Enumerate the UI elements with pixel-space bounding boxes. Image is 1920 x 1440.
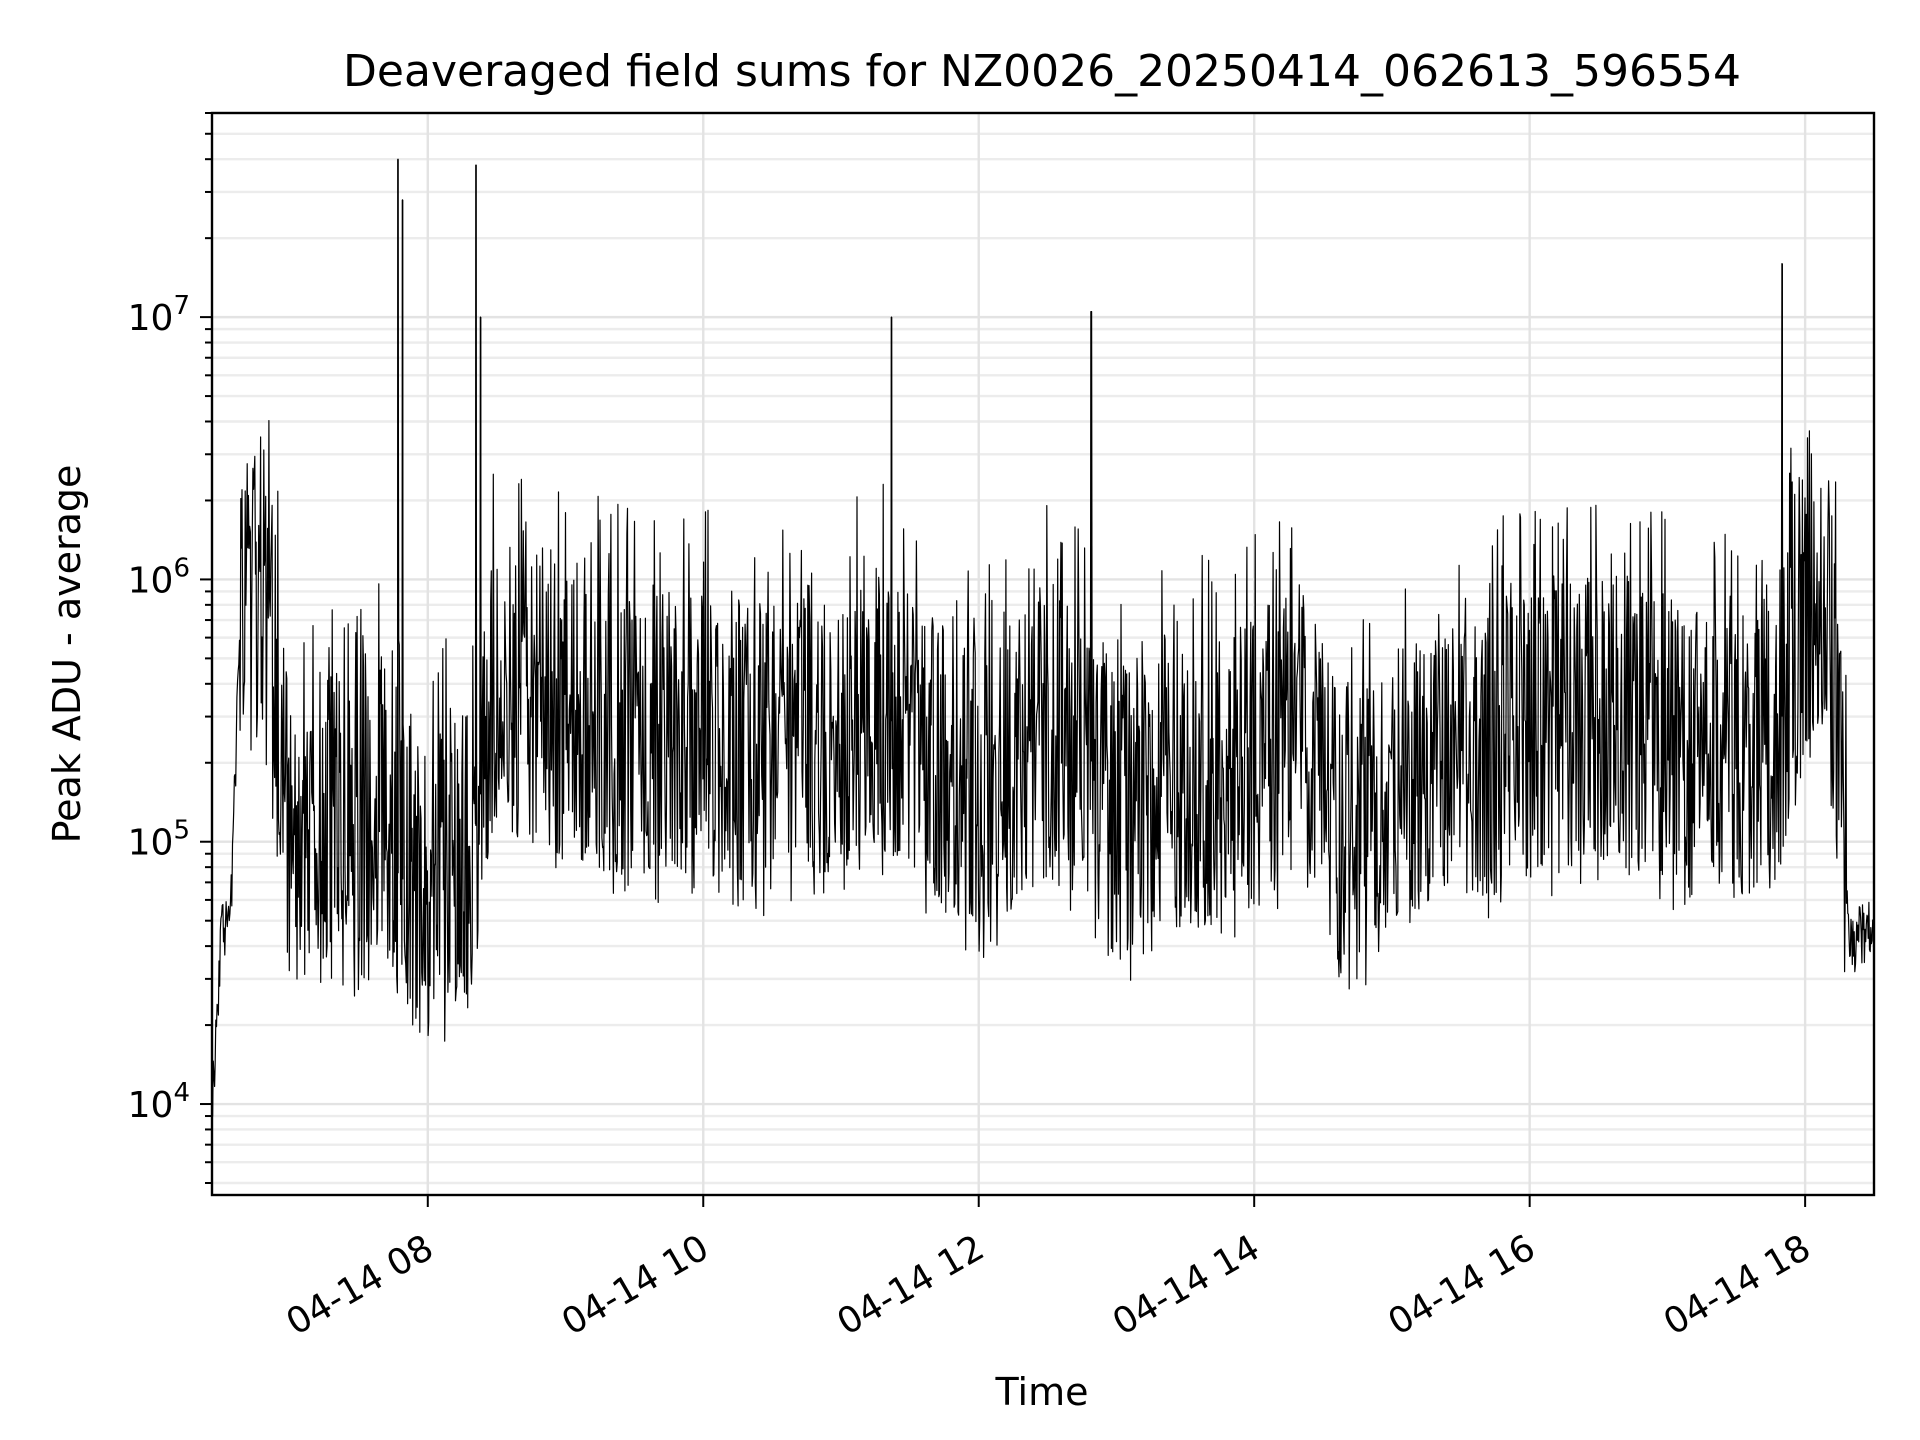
plot-area-frame xyxy=(210,111,1876,1197)
y-tick-label: 104 xyxy=(128,1078,190,1126)
series-layer xyxy=(211,158,1875,1117)
y-axis-label: Peak ADU - average xyxy=(45,465,89,844)
y-tick-label: 105 xyxy=(128,816,190,864)
chart-title: Deaveraged field sums for NZ0026_2025041… xyxy=(343,46,1741,97)
series-line xyxy=(211,158,1875,1117)
x-axis-label: Time xyxy=(995,1370,1089,1414)
y-tick-label: 107 xyxy=(128,291,190,339)
y-tick-label: 106 xyxy=(128,553,190,601)
